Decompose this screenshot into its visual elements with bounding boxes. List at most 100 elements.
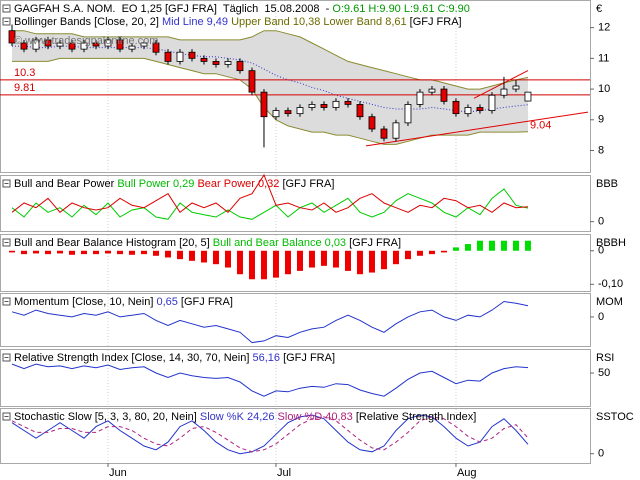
histogram-bar — [488, 240, 495, 251]
panel-header: Stochastic Slow [5, 3, 3, 80, 20, Nein] … — [14, 411, 476, 423]
histogram-bar — [524, 240, 531, 251]
histogram-bar — [224, 250, 231, 268]
lower-band — [12, 57, 529, 145]
candle-body — [380, 128, 388, 139]
level-label: 10.3 — [14, 67, 35, 79]
candle-body — [104, 39, 112, 47]
header-segment: Bull and Bear Balance Histogram [20, 5] — [14, 237, 213, 249]
histogram-bar — [356, 250, 363, 275]
histogram-bar — [176, 250, 183, 260]
histogram-bar — [320, 250, 327, 266]
y-tick-label: 0 — [598, 311, 604, 323]
candle-body — [8, 30, 16, 44]
header-segment: Bear Power 0,32 — [194, 178, 279, 190]
candle-body — [500, 88, 508, 96]
candle-body — [260, 91, 268, 118]
candle-body — [164, 51, 172, 62]
candle-body — [80, 42, 88, 50]
candle-body — [296, 107, 304, 115]
histogram-bar — [404, 250, 411, 260]
series-line — [11, 363, 529, 397]
header-segment: Slow %D 40,83 — [275, 411, 353, 423]
axis-label: MOM — [596, 296, 623, 308]
histogram-bar — [428, 250, 435, 255]
histogram-bar — [20, 250, 27, 255]
header-segment: Slow %K 24,26 — [200, 411, 275, 423]
histogram-bar — [284, 250, 291, 275]
histogram-bar — [512, 240, 519, 251]
candle-body — [464, 107, 472, 115]
candle-body — [272, 110, 280, 118]
header-segment: [Relative Strength Index] — [353, 411, 477, 423]
y-tick-label: 12 — [598, 22, 610, 34]
histogram-bar — [500, 240, 507, 251]
histogram-bar — [344, 250, 351, 271]
header-segment: Relative Strength Index [Close, 14, 30, … — [14, 352, 252, 364]
histogram-bar — [464, 244, 471, 251]
histogram-bar — [296, 250, 303, 271]
y-tick-label: 8 — [598, 144, 604, 156]
histogram-bar — [56, 250, 63, 254]
upper-band — [12, 30, 529, 90]
watermark: © www.tradesignalonline.com — [14, 35, 158, 47]
panel-frame — [0, 293, 591, 347]
candle-body — [212, 61, 220, 65]
axis-label: BBB — [596, 178, 618, 190]
histogram-bar — [452, 247, 459, 251]
trend-line — [365, 111, 589, 147]
axis-label: € — [596, 3, 602, 15]
band-area — [11, 30, 528, 145]
candle-body — [176, 51, 184, 62]
histogram-bar — [212, 250, 219, 265]
series-line — [11, 188, 529, 220]
x-tick-label: Aug — [457, 467, 477, 479]
candle-body — [224, 61, 232, 65]
axis-label: RSI — [596, 352, 614, 364]
panel-frame — [0, 408, 591, 464]
header-segment: GAGFAH S.A. NOM. EO 1,25 [GFJ FRA] Tägli… — [14, 3, 332, 15]
candle-body — [20, 42, 28, 50]
header-segment: Bull and Bear Power — [14, 178, 117, 190]
y-tick-label: 9 — [598, 114, 604, 126]
candle-body — [416, 91, 424, 105]
series-line — [11, 414, 529, 455]
candle-body — [344, 100, 352, 105]
panel-frame — [0, 349, 591, 407]
axis-label: SSTOC — [596, 411, 634, 423]
histogram-bar — [476, 240, 483, 251]
histogram-bar — [164, 250, 171, 258]
histogram-bar — [272, 250, 279, 278]
level-label: 9.81 — [14, 82, 35, 94]
candle-body — [428, 88, 436, 93]
candle-body — [284, 110, 292, 115]
histogram-bar — [92, 250, 99, 255]
series-line — [11, 173, 529, 214]
candle-body — [200, 57, 208, 62]
y-tick-label: 11 — [598, 52, 609, 64]
header-segment: [GFJ FRA] — [346, 237, 401, 249]
header-segment: [GFJ FRA] — [407, 16, 462, 28]
histogram-bar — [332, 250, 339, 268]
y-tick-label: 0 — [598, 448, 604, 460]
histogram-bar — [392, 250, 399, 265]
candle-body — [488, 94, 496, 111]
histogram-bar — [44, 250, 51, 255]
candle-body — [32, 39, 40, 50]
panel-header: Bull and Bear Balance Histogram [20, 5] … — [14, 237, 401, 249]
y-tick-label: 10 — [598, 83, 610, 95]
histogram-bar — [380, 250, 387, 270]
header-segment: Upper Band 10,38 Lower Band 8,61 — [228, 16, 407, 28]
header-segment: 56,16 — [252, 352, 280, 364]
series-line — [11, 300, 529, 344]
candle-body — [512, 85, 520, 90]
histogram-bar — [32, 250, 39, 254]
candle-body — [308, 104, 316, 108]
candle-body — [116, 39, 124, 50]
candle-body — [452, 100, 460, 115]
histogram-bar — [416, 250, 423, 256]
header-segment: Stochastic Slow [5, 3, 3, 80, 20, Nein] — [14, 411, 200, 423]
header-segment: Bull Power 0,29 — [117, 178, 194, 190]
header-segment: Bollinger Bands [Close, 20, 2] — [14, 16, 162, 28]
candle-body — [128, 45, 136, 50]
